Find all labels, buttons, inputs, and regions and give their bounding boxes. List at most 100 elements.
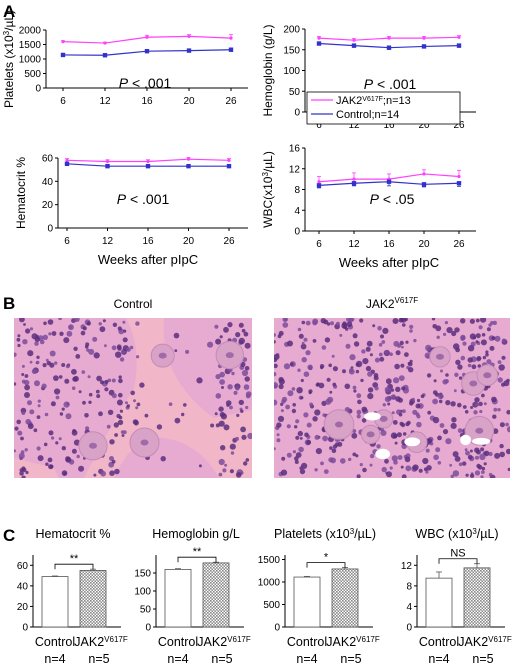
cell-nucleus [339,333,343,337]
group-n-jak2: n=5 [88,652,109,666]
cell-nucleus [386,471,392,478]
cell-nucleus [42,363,47,368]
cell-nucleus [17,343,21,348]
group-n-jak2: n=5 [340,652,361,666]
bar [164,569,192,628]
cell-nucleus [82,400,86,405]
x-axis-label: Weeks after pIpC [339,255,439,270]
cell-nucleus [330,321,334,326]
cell-nucleus [45,358,49,362]
group-label-jak2: JAK2V617F [74,635,128,650]
cell-nucleus [303,412,309,418]
cell-nucleus [88,400,92,404]
cell-nucleus [231,371,235,376]
data-point [229,36,233,40]
cell-nucleus [277,415,285,422]
cell-nucleus [455,359,461,365]
group-label-control: Control [158,635,198,649]
cell-nucleus [71,448,77,454]
cell-nucleus [247,432,252,440]
cell-nucleus [36,360,40,365]
cell-nucleus [402,323,406,327]
cell-nucleus [156,424,163,430]
cell-nucleus [457,402,462,408]
cell-nucleus [460,355,466,361]
cell-nucleus [472,336,476,340]
cell-nucleus [24,374,29,378]
cell-nucleus [389,466,393,470]
cell-nucleus [480,339,487,346]
y-axis-label: Hematocrit % [14,157,28,229]
y-tick-label: 0 [47,224,53,235]
cell-nucleus [274,372,277,377]
bone-fragment [14,458,59,478]
x-tick-label: 26 [223,236,235,247]
cell-nucleus [432,398,438,405]
y-tick-label: 60 [42,154,54,165]
cell-nucleus [111,378,116,383]
data-point [64,161,70,167]
cell-nucleus [392,420,398,425]
megakaryocyte-nucleus [335,421,343,428]
cell-nucleus [61,363,66,367]
cell-nucleus [450,474,455,478]
cell-nucleus [245,393,251,399]
cell-nucleus [481,333,486,337]
cell-nucleus [243,384,250,390]
bar-chart-title: Platelets (x103/µL) [274,527,376,542]
data-point [105,159,110,164]
cell-nucleus [21,364,25,368]
data-point [226,163,232,169]
cell-nucleus [119,357,125,362]
cell-nucleus [465,450,470,456]
cell-nucleus [19,318,25,323]
cell-nucleus [315,383,320,387]
bar [293,576,321,628]
cell-nucleus [278,376,284,383]
cell-nucleus [486,327,491,332]
cell-nucleus [25,470,29,475]
cell-nucleus [63,401,70,408]
cell-nucleus [244,342,251,349]
cell-nucleus [321,345,327,350]
cell-nucleus [454,327,460,333]
cell-nucleus [21,373,25,376]
cell-nucleus [426,438,433,444]
group-label-control: Control [419,635,459,649]
cell-nucleus [227,322,233,328]
cell-nucleus [356,409,362,415]
y-tick-label: 4 [294,206,300,217]
cell-nucleus [329,390,333,394]
cell-nucleus [47,457,53,463]
cell-nucleus [22,339,28,345]
cell-nucleus [356,393,362,399]
cell-nucleus [319,364,325,369]
cell-nucleus [58,375,63,379]
cell-nucleus [230,451,235,455]
cell-nucleus [398,375,405,381]
fat-vacuole [472,437,491,445]
cell-nucleus [144,413,149,418]
y-tick-label: 12 [401,561,413,572]
cell-nucleus [404,318,408,322]
megakaryocyte-nucleus [158,352,167,359]
cell-nucleus [365,365,372,372]
y-tick-label: 50 [289,87,301,98]
data-point [145,35,149,39]
cell-nucleus [65,413,72,420]
cell-nucleus [287,390,294,397]
x-tick-label: 16 [142,236,154,247]
panel-label-a: A [3,2,15,21]
cell-nucleus [297,430,303,437]
cell-nucleus [404,456,411,463]
cell-nucleus [229,405,233,410]
cell-nucleus [98,411,103,417]
cell-nucleus [225,400,232,406]
data-point [65,158,69,162]
cell-nucleus [50,401,56,407]
cell-nucleus [283,363,291,370]
cell-nucleus [488,323,492,327]
legend-entry: JAK2V617F;n=13 [336,95,411,107]
cell-nucleus [449,463,453,467]
